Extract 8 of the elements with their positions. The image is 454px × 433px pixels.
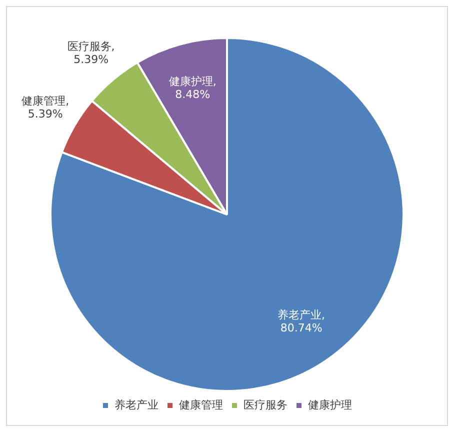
legend-label: 健康管理 [179,398,223,412]
data-label: 健康管理, 5.39% [22,94,70,120]
data-label: 医疗服务, 5.39% [67,40,115,66]
legend-label: 健康护理 [308,398,352,412]
legend-label: 养老产业 [114,398,158,412]
legend-label: 医疗服务 [244,398,288,412]
data-label: 健康护理, 8.48% [168,74,216,101]
data-label: 养老产业, 80.74% [278,308,326,334]
